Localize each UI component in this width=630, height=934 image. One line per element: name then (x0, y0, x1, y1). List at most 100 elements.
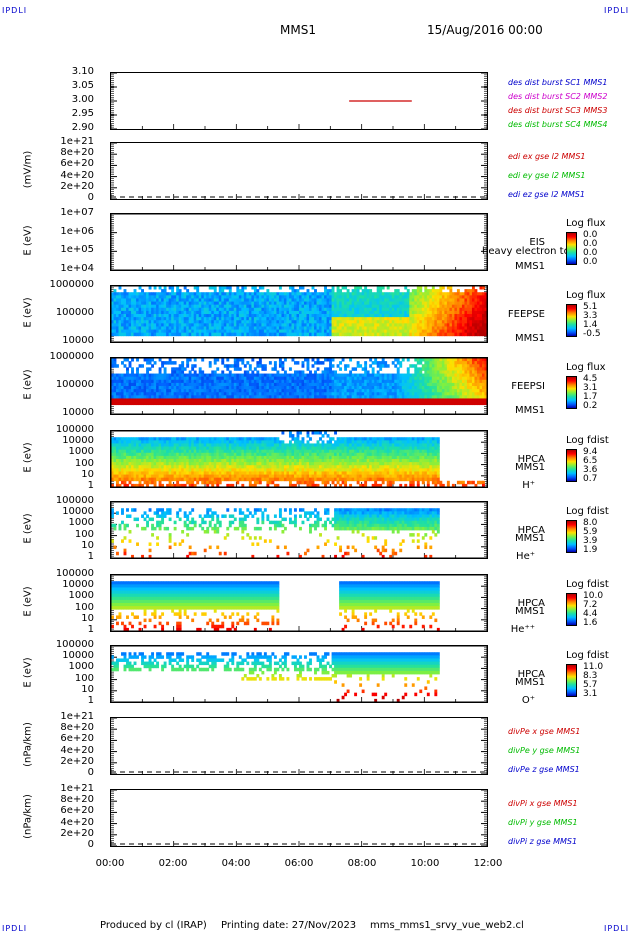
spectrogram-cell-feepse (311, 317, 315, 321)
spectrogram-cell-feepse (316, 304, 320, 309)
spectrogram-cell-hpcah (123, 440, 127, 444)
spectrogram-cell-feepsi (133, 373, 137, 378)
spectrogram-cell-feepsi (454, 395, 458, 399)
spectrogram-cell-feepse (479, 307, 483, 312)
spectrogram-cell-feepsi (316, 376, 320, 381)
spectrogram-cell-feepsi (441, 389, 445, 393)
spectrogram-cell-feepse (193, 332, 197, 337)
spectrogram-cell-feepsi (178, 370, 182, 374)
spectrogram-cell-feepse (411, 329, 415, 334)
spectrogram-cell-feepse (471, 323, 475, 327)
spectrogram-cell-feepsi (434, 395, 438, 399)
spectrogram-cell-feepse (314, 289, 317, 293)
spectrogram-cell-hpcah (161, 440, 165, 444)
spectrogram-cell-feepse (131, 310, 134, 315)
spectrogram-cell-hpcah (136, 465, 139, 469)
spectrogram-cell-feepsi (324, 373, 327, 378)
spectrogram-cell-feepsi (426, 401, 430, 406)
spectrogram-cell-feepsi (286, 373, 290, 378)
spectrogram-cell-hpcah (146, 449, 149, 454)
spectrogram-cell-feepsi (141, 401, 144, 406)
spectrogram-cell-feepse (379, 332, 383, 337)
spectrogram-cell-feepse (133, 326, 137, 330)
spectrogram-cell-feepsi (379, 373, 383, 378)
spectrogram-cell-feepsi (261, 395, 265, 399)
spectrogram-cell-feepsi (406, 398, 410, 402)
spectrogram-cell-feepse (376, 326, 380, 330)
spectrogram-cell-feepsi (283, 376, 287, 381)
spectrogram-cell-feepse (314, 304, 317, 309)
spectrogram-cell-feepsi (146, 379, 149, 384)
spectrogram-cell-feepse (396, 304, 400, 309)
spectrogram-cell-feepsi (161, 398, 165, 402)
spectrogram-cell-feepsi (306, 361, 310, 365)
spectrogram-cell-feepsi (421, 367, 425, 371)
spectrogram-cell-feepsi (314, 398, 317, 402)
spectrogram-cell-feepse (218, 301, 222, 306)
spectrogram-cell-feepsi (221, 401, 225, 406)
spectrogram-cell-feepse (401, 292, 405, 296)
spectrogram-cell-feepse (366, 289, 370, 293)
spectrogram-cell-feepse (309, 326, 312, 330)
spectrogram-cell-feepsi (126, 358, 129, 362)
spectrogram-cell-feepse (113, 310, 117, 315)
spectrogram-cell-feepsi (354, 389, 358, 393)
spectrogram-cell-feepse (291, 304, 295, 309)
spectrogram-cell-feepse (474, 314, 478, 318)
spectrogram-cell-feepse (253, 314, 257, 318)
spectrogram-cell-feepse (116, 301, 119, 306)
spectrogram-cell-feepse (329, 304, 332, 309)
spectrogram-cell-feepsi (334, 389, 337, 393)
spectrogram-cell-feepse (148, 329, 152, 334)
spectrogram-cell-feepsi (241, 386, 245, 390)
spectrogram-cell-feepse (226, 323, 230, 327)
spectrogram-cell-feepsi (364, 361, 368, 365)
spectrogram-cell-feepsi (326, 395, 330, 399)
spectrogram-cell-feepse (384, 295, 388, 299)
spectrogram-cell-feepsi (351, 367, 355, 371)
spectrogram-cell-feepsi (351, 389, 355, 393)
spectrogram-cell-hpcah (128, 471, 132, 475)
spectrogram-cell-feepsi (181, 376, 185, 381)
spectrogram-cell-feepse (228, 292, 232, 296)
spectrogram-cell-feepsi (309, 398, 312, 402)
spectrogram-cell-feepse (113, 329, 117, 334)
spectrogram-cell-feepse (148, 286, 152, 290)
spectrogram-cell-feepsi (466, 386, 470, 390)
spectrogram-cell-feepsi (258, 376, 262, 381)
spectrogram-cell-feepsi (331, 379, 335, 384)
spectrogram-cell-feepse (281, 295, 285, 299)
spectrogram-cell-feepse (276, 307, 280, 312)
spectrogram-cell-feepse (429, 304, 433, 309)
spectrogram-cell-feepse (439, 298, 443, 302)
spectrogram-cell-feepse (203, 314, 207, 318)
spectrogram-cell-feepse (216, 298, 220, 302)
spectrogram-cell-hpcah (156, 465, 160, 469)
spectrogram-cell-feepse (178, 301, 182, 306)
spectrogram-cell-feepse (133, 289, 137, 293)
spectrogram-cell-feepse (361, 295, 365, 299)
spectrogram-cell-hpcah (141, 455, 144, 460)
spectrogram-cell-feepse (151, 292, 155, 296)
spectrogram-cell-feepsi (464, 373, 468, 378)
spectrogram-cell-feepsi (476, 392, 480, 396)
spectrogram-cell-feepsi (476, 398, 480, 402)
spectrogram-cell-feepsi (366, 370, 370, 374)
spectrogram-cell-feepsi (163, 379, 167, 384)
spectrogram-cell-feepsi (283, 373, 287, 378)
spectrogram-cell-feepse (316, 292, 320, 296)
spectrogram-cell-feepsi (456, 376, 460, 381)
spectrogram-cell-feepsi (213, 370, 217, 374)
spectrogram-cell-feepse (306, 329, 310, 334)
spectrogram-cell-feepsi (406, 370, 410, 374)
spectrogram-cell-feepse (309, 329, 312, 334)
spectrogram-cell-feepse (198, 329, 202, 334)
spectrogram-cell-feepse (414, 332, 418, 337)
spectrogram-cell-feepse (166, 329, 170, 334)
spectrogram-cell-feepse (291, 329, 295, 334)
spectrogram-cell-feepsi (399, 398, 403, 402)
spectrogram-cell-feepse (459, 301, 463, 306)
spectrogram-cell-feepsi (399, 379, 403, 384)
spectrogram-cell-hpcah (163, 452, 167, 457)
spectrogram-cell-feepsi (469, 401, 473, 406)
